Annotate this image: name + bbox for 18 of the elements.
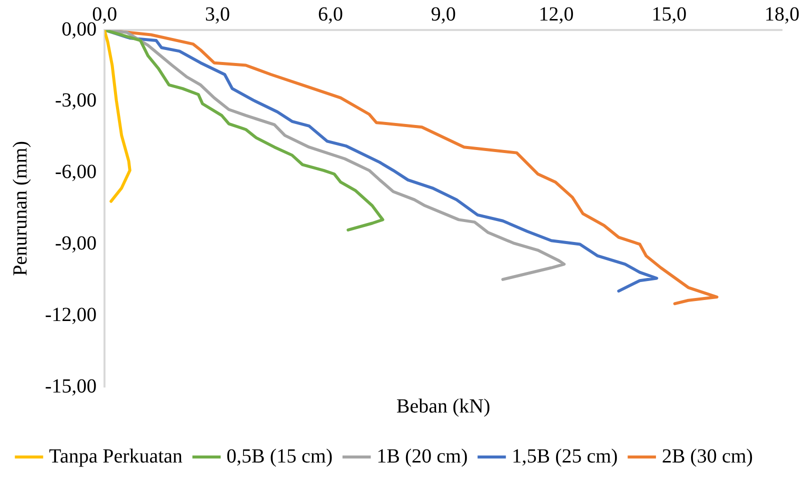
legend-label: 1,5B (25 cm) — [512, 445, 618, 468]
legend-label: 2B (30 cm) — [662, 445, 753, 468]
x-tick-label: 6,0 — [318, 3, 343, 26]
y-tick-label: -6,00 — [54, 161, 97, 184]
y-axis-title: Penurunan (mm) — [9, 141, 32, 276]
legend-label: 1B (20 cm) — [376, 445, 468, 468]
x-tick-label: 9,0 — [430, 3, 456, 26]
y-tick-label: -15,00 — [44, 375, 97, 398]
x-axis-title: Beban (kN) — [396, 395, 490, 418]
legend-label: 0,5B (15 cm) — [226, 445, 333, 468]
x-tick-label: 18,0 — [764, 3, 800, 26]
x-tick-label: 12,0 — [538, 3, 574, 26]
legend-label: Tanpa Perkuatan — [49, 445, 183, 468]
y-tick-label: -12,00 — [44, 304, 97, 326]
y-tick-label: -3,00 — [54, 90, 97, 112]
y-tick-label: -9,00 — [54, 232, 97, 254]
x-tick-label: 15,0 — [652, 3, 687, 26]
x-tick-label: 3,0 — [205, 3, 230, 26]
